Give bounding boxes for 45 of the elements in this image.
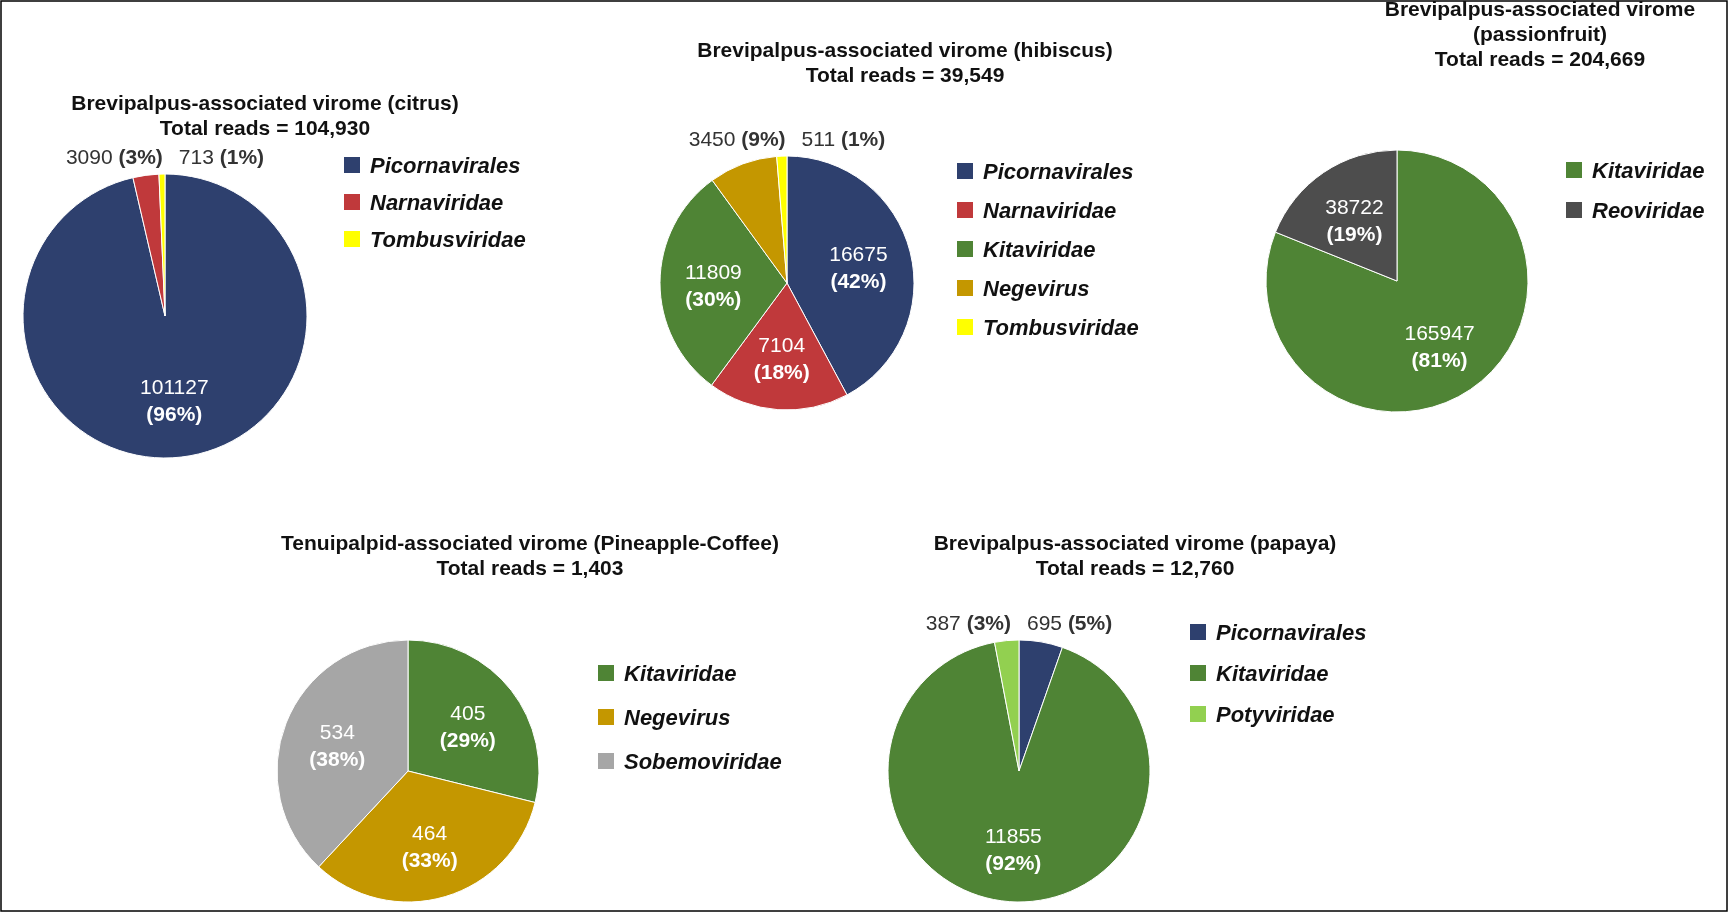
data-label: 3090 (3%) <box>65 145 163 168</box>
pie-slice <box>1265 149 1529 413</box>
data-label: 101127 (96%) <box>140 374 209 425</box>
data-label: 7104 (18%) <box>753 333 810 384</box>
data-label: 695 (5%) <box>1027 611 1113 634</box>
legend-label: Kitaviridae <box>983 237 1096 262</box>
legend-label: Picornavirales <box>370 153 521 178</box>
legend-label: Sobemoviridae <box>624 749 782 774</box>
legend-label: Tombusviridae <box>983 315 1139 340</box>
data-label: 534 (38%) <box>309 720 366 771</box>
chart-title: Brevipalpus-associated virome (passionfruit) <box>1384 0 1696 45</box>
legend-label: Narnaviridae <box>370 190 504 215</box>
legend-label: Negevirus <box>983 276 1090 301</box>
chart-title: Brevipalpus-associated virome (hibiscus) <box>697 38 1113 61</box>
legend-label: Kitaviridae <box>624 661 737 686</box>
chart-subtitle: Total reads = 104,930 <box>159 116 371 139</box>
data-label: 38722 (19%) <box>1325 195 1384 246</box>
legend-label: Potyviridae <box>1216 702 1335 727</box>
data-label: 165947 (81%) <box>1404 320 1475 371</box>
legend-label: Negevirus <box>624 705 731 730</box>
data-label: 511 (1%) <box>801 127 886 150</box>
legend-label: Picornavirales <box>983 159 1134 184</box>
chart-title: Tenuipalpid-associated virome (Pineapple-Coffee) <box>281 531 779 554</box>
data-label: 11809 (30%) <box>684 259 742 310</box>
pie-slice <box>22 173 308 459</box>
chart-subtitle: Total reads = 39,549 <box>805 63 1005 86</box>
legend-label: Tombusviridae <box>370 227 526 252</box>
chart-subtitle: Total reads = 1,403 <box>436 556 624 579</box>
chart-subtitle: Total reads = 204,669 <box>1434 47 1646 70</box>
data-label: 11855 (92%) <box>984 823 1042 874</box>
data-label: 713 (1%) <box>178 145 265 168</box>
data-label: 387 (3%) <box>925 611 1011 634</box>
data-label: 16675 (42%) <box>829 242 888 293</box>
legend-label: Reoviridae <box>1592 198 1705 223</box>
data-label: 405 (29%) <box>439 701 496 752</box>
legend-label: Kitaviridae <box>1592 158 1705 183</box>
chart-title: Brevipalpus-associated virome (citrus) <box>71 91 459 114</box>
legend-label: Narnaviridae <box>983 198 1117 223</box>
legend-label: Picornavirales <box>1216 620 1367 645</box>
chart-title: Brevipalpus-associated virome (papaya) <box>933 531 1337 554</box>
pie-slice <box>887 641 1151 903</box>
data-label: 464 (33%) <box>401 820 458 871</box>
chart-subtitle: Total reads = 12,760 <box>1035 556 1235 579</box>
data-label: 3450 (9%) <box>688 127 786 150</box>
legend-label: Kitaviridae <box>1216 661 1329 686</box>
